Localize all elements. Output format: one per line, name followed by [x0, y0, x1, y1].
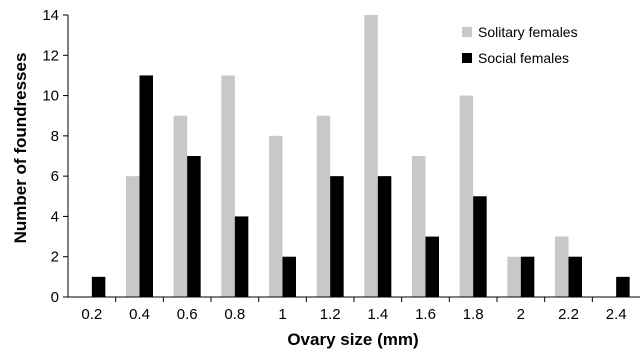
y-tick-label: 4 [51, 208, 59, 225]
x-tick-label: 0.2 [81, 306, 102, 323]
bar-social [616, 276, 630, 297]
bar-solitary [316, 115, 331, 297]
legend-label-social: Social females [478, 50, 569, 66]
bar-social [473, 196, 487, 297]
bar-social [425, 236, 439, 297]
bar-social [568, 256, 582, 297]
bars [91, 15, 630, 297]
x-tick-label: 1.6 [415, 306, 436, 323]
x-tick-label: 0.6 [177, 306, 198, 323]
bar-social [282, 256, 296, 297]
legend: Solitary females Social females [462, 24, 578, 66]
bar-social [234, 216, 249, 297]
legend-swatch-solitary [462, 27, 472, 37]
bar-social [330, 176, 344, 297]
bar-solitary [459, 95, 474, 297]
y-tick-label: 12 [42, 47, 59, 64]
x-tick-label: 0.8 [224, 306, 245, 323]
x-tick-label: 1 [278, 306, 286, 323]
legend-label-solitary: Solitary females [478, 24, 578, 40]
bar-social [91, 276, 106, 297]
y-tick-label: 0 [51, 289, 59, 306]
x-axis-ticks: 0.2 0.4 0.6 0.8 1 1.2 1.4 1.6 1.8 2 2.2 2.4 [81, 297, 627, 323]
y-tick-label: 2 [51, 249, 59, 266]
bar-solitary [412, 156, 426, 297]
x-tick-label: 2 [517, 306, 525, 323]
y-tick-label: 14 [42, 7, 59, 24]
x-tick-label: 0.4 [129, 306, 150, 323]
bar-social [377, 176, 392, 297]
bar-solitary [507, 256, 521, 297]
bar-solitary [555, 236, 569, 297]
x-tick-label: 1.4 [367, 306, 388, 323]
bar-solitary [364, 15, 378, 297]
x-tick-label: 1.2 [320, 306, 341, 323]
x-tick-label: 2.4 [606, 306, 627, 323]
bar-solitary [269, 135, 283, 297]
bar-solitary [173, 115, 188, 297]
x-tick-label: 2.2 [558, 306, 579, 323]
bar-social [187, 156, 201, 297]
y-tick-label: 6 [51, 168, 59, 185]
y-tick-label: 8 [51, 128, 59, 145]
bar-solitary [221, 75, 235, 297]
bar-solitary [126, 176, 140, 297]
bar-social [520, 256, 535, 297]
y-axis-ticks: 0 2 4 6 8 10 12 14 [42, 7, 68, 306]
bar-social [139, 75, 153, 297]
legend-swatch-social [462, 53, 472, 63]
x-axis-title: Ovary size (mm) [287, 330, 418, 349]
y-tick-label: 10 [42, 88, 59, 105]
y-axis-title: Number of foundresses [11, 53, 30, 244]
x-tick-label: 1.8 [463, 306, 484, 323]
